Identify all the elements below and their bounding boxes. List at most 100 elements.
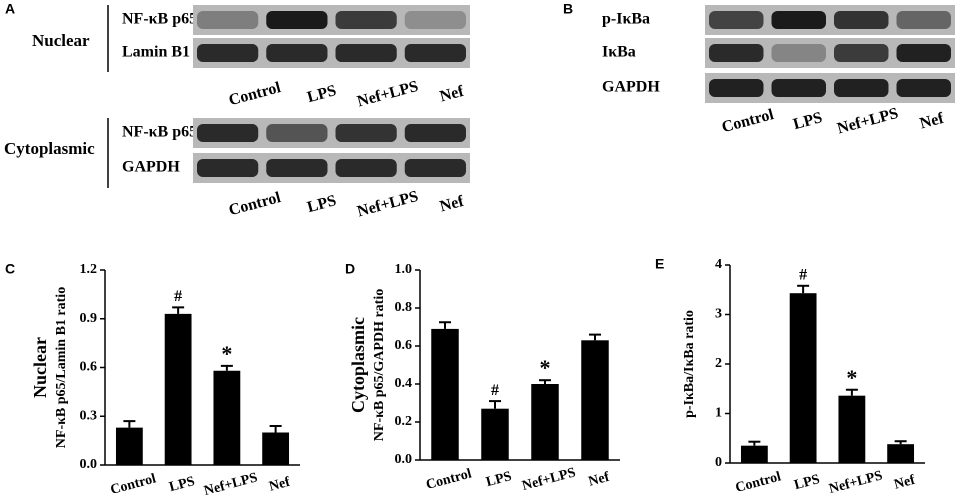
y-tick-label: 4 — [715, 257, 722, 272]
y-axis-label: NF-κB p65/Lamin B1 ratio — [54, 287, 69, 448]
axis-group-title: Nuclear — [30, 337, 50, 398]
blot-band — [896, 11, 951, 29]
y-axis-label: p-IκBa/IκBa ratio — [682, 310, 697, 418]
blot-band — [266, 159, 328, 177]
blot-band — [266, 124, 328, 142]
blot-band — [404, 159, 466, 177]
significance-mark: # — [491, 382, 499, 399]
panel-label: D — [345, 261, 355, 277]
blot-band — [709, 44, 764, 62]
x-tick-label: LPS — [485, 469, 514, 490]
significance-mark: * — [540, 355, 551, 380]
bar — [164, 313, 192, 465]
lane-label: Nef — [438, 83, 466, 106]
y-axis-label: NF-κB p65/GAPDH ratio — [372, 289, 387, 441]
x-tick-label: LPS — [168, 474, 197, 495]
lane-label: LPS — [305, 82, 338, 106]
blot-band — [197, 11, 259, 29]
bar — [740, 445, 768, 463]
blot-strip — [193, 5, 470, 35]
y-tick-label: 0.9 — [80, 311, 98, 326]
y-tick-label: 0 — [715, 455, 722, 470]
y-tick-label: 0.3 — [80, 408, 98, 423]
lane-label: Nef — [438, 193, 466, 216]
bar — [115, 427, 143, 465]
lane-label: Control — [227, 189, 283, 219]
panel-label: E — [655, 256, 664, 272]
blot-band — [266, 44, 328, 62]
blot-band — [197, 159, 259, 177]
y-tick-label: 3 — [715, 307, 722, 322]
significance-mark: * — [846, 365, 857, 390]
lane-label: LPS — [791, 109, 824, 133]
row-label: p-IκBa — [602, 11, 650, 28]
row-label: GAPDH — [122, 159, 180, 176]
x-tick-label: Nef+LPS — [521, 465, 578, 494]
row-label: GAPDH — [602, 79, 660, 96]
y-tick-label: 0.0 — [395, 452, 413, 467]
y-tick-label: 1.2 — [80, 262, 98, 277]
x-tick-label: Nef+LPS — [827, 468, 884, 497]
bar — [887, 444, 915, 463]
blot-band — [335, 159, 397, 177]
bar — [431, 328, 459, 460]
bar — [838, 395, 866, 463]
blot-band — [404, 11, 466, 29]
x-tick-label: Nef — [587, 470, 611, 490]
blot-band — [709, 11, 764, 29]
x-tick-label: Control — [734, 469, 783, 496]
y-tick-label: 0.8 — [395, 300, 413, 315]
panel-label: B — [563, 1, 573, 17]
blot-band — [771, 11, 826, 29]
blot-band — [834, 11, 889, 29]
blot-band — [834, 79, 889, 97]
y-tick-label: 0.2 — [395, 414, 413, 429]
significance-mark: # — [174, 288, 182, 305]
blot-band — [404, 124, 466, 142]
blot-band — [197, 44, 259, 62]
bar — [213, 370, 241, 465]
x-tick-label: Nef — [267, 475, 291, 495]
y-tick-label: 0.4 — [395, 376, 413, 391]
lane-label: Nef+LPS — [355, 188, 420, 221]
lane-label: LPS — [305, 192, 338, 216]
x-tick-label: LPS — [793, 472, 822, 493]
row-label: NF-κB p65 — [122, 11, 197, 28]
significance-mark: * — [221, 341, 232, 366]
panel-label: C — [5, 261, 15, 277]
blot-band — [335, 11, 397, 29]
y-tick-label: 0.6 — [395, 338, 413, 353]
blot-band — [771, 44, 826, 62]
bar — [581, 340, 609, 460]
bar — [531, 384, 559, 460]
lane-label: Nef+LPS — [835, 105, 900, 138]
bar — [789, 293, 817, 463]
lane-label: Control — [227, 79, 283, 109]
row-label: Lamin B1 — [122, 44, 190, 61]
blot-band — [266, 11, 328, 29]
y-tick-label: 1.0 — [395, 262, 413, 277]
row-label: NF-κB p65 — [122, 124, 197, 141]
lane-label: Nef — [918, 110, 946, 133]
y-tick-label: 2 — [715, 356, 722, 371]
y-tick-label: 0.0 — [80, 457, 98, 472]
bar — [481, 408, 509, 460]
blot-band — [197, 124, 259, 142]
row-label: IκBa — [602, 44, 636, 61]
lane-label: Nef+LPS — [355, 78, 420, 111]
blot-band — [335, 124, 397, 142]
x-tick-label: Nef — [892, 473, 916, 493]
blot-band — [404, 44, 466, 62]
blot-band — [896, 79, 951, 97]
x-tick-label: Control — [109, 471, 158, 498]
bar — [262, 432, 290, 465]
group-label: Nuclear — [32, 31, 90, 50]
x-tick-label: Nef+LPS — [202, 470, 259, 499]
x-tick-label: Control — [425, 466, 474, 493]
blot-band — [771, 79, 826, 97]
blot-band — [335, 44, 397, 62]
y-tick-label: 1 — [715, 406, 722, 421]
blot-band — [896, 44, 951, 62]
panel-label: A — [5, 1, 15, 17]
